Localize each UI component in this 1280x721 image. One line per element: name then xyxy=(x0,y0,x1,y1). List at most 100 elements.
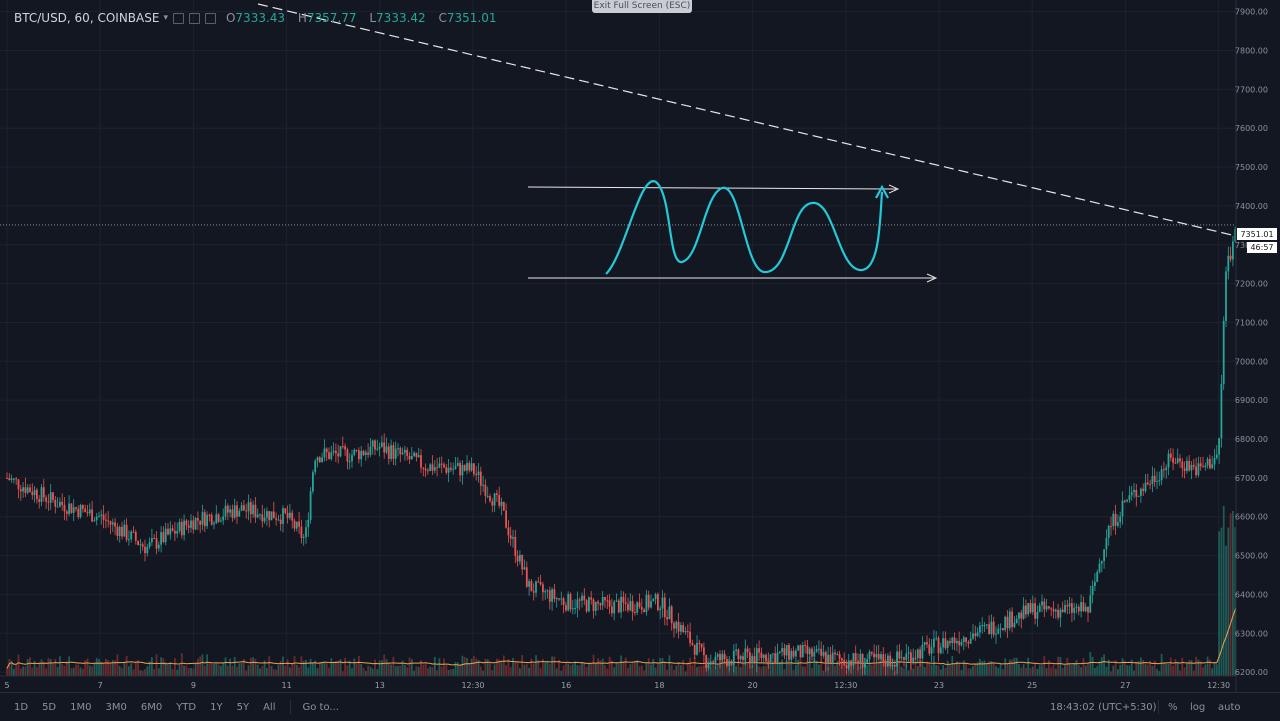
candle-body xyxy=(700,643,703,648)
x-tick-label: 27 xyxy=(1120,681,1130,690)
timeframe-1d[interactable]: 1D xyxy=(14,701,29,713)
clock[interactable]: 18:43:02 (UTC+5:30) xyxy=(1050,701,1157,713)
volume-bar xyxy=(799,656,802,676)
volume-bar xyxy=(6,668,8,676)
candle-body xyxy=(951,637,954,644)
countdown-tag-bg xyxy=(1247,242,1277,253)
eye-icon[interactable] xyxy=(172,12,184,24)
candle-body xyxy=(709,661,712,665)
percent-toggle[interactable]: % xyxy=(1168,701,1178,713)
volume-bar xyxy=(316,668,319,676)
candle-body xyxy=(684,631,687,633)
timeframe-5d[interactable]: 5D xyxy=(42,701,57,713)
volume-bar xyxy=(8,658,11,676)
volume-bar xyxy=(279,660,282,676)
candle-body xyxy=(1087,606,1089,613)
candle-body xyxy=(355,449,358,451)
candle-body xyxy=(689,631,691,644)
timeframe-1y[interactable]: 1Y xyxy=(210,701,223,713)
candle-body xyxy=(767,661,770,663)
goto-button[interactable]: Go to... xyxy=(302,701,339,713)
candle-body xyxy=(185,520,188,526)
volume-bar xyxy=(454,662,457,676)
volume-bar xyxy=(415,666,418,676)
volume-bar xyxy=(721,655,724,676)
volume-bar xyxy=(1202,667,1204,676)
candle-body xyxy=(1130,492,1133,496)
candle-body xyxy=(307,519,310,528)
candle-body xyxy=(760,652,763,658)
volume-bar xyxy=(410,659,413,676)
timeframe-all[interactable]: All xyxy=(263,701,276,713)
volume-bar xyxy=(686,662,689,676)
volume-bar xyxy=(923,667,926,676)
timeframe-1m[interactable]: 1M0 xyxy=(70,701,92,713)
candle-body xyxy=(86,512,89,514)
timeframe-6m[interactable]: 6M0 xyxy=(140,701,163,713)
volume-bar xyxy=(70,668,73,676)
y-tick-label: 7600.00 xyxy=(1235,124,1268,133)
candle-body xyxy=(891,664,894,667)
volume-bar xyxy=(666,669,668,676)
volume-bar xyxy=(341,671,344,676)
volume-bar xyxy=(1105,666,1108,676)
candle-body xyxy=(1061,609,1064,613)
volume-bar xyxy=(1094,667,1096,676)
log-toggle[interactable]: log xyxy=(1190,701,1206,713)
candle-body xyxy=(1091,585,1094,596)
resistance-arrow-line[interactable] xyxy=(527,186,897,190)
candle-body xyxy=(1100,560,1103,564)
trendline-dashed[interactable] xyxy=(257,3,1237,237)
volume-bar xyxy=(749,662,751,676)
timeframe-3m[interactable]: 3M0 xyxy=(105,701,127,713)
candle-body xyxy=(498,494,501,506)
volume-bar xyxy=(123,662,126,676)
close-icon[interactable] xyxy=(204,12,216,24)
candle-body xyxy=(397,448,399,450)
candle-body xyxy=(26,487,29,493)
volume-bar xyxy=(268,656,271,676)
candle-body xyxy=(256,514,259,518)
volume-bar xyxy=(811,667,813,676)
timeframe-ytd[interactable]: YTD xyxy=(176,701,197,713)
candle-body xyxy=(399,448,402,455)
exit-fullscreen-button[interactable]: Exit Full Screen (ESC) xyxy=(592,0,692,13)
volume-bar xyxy=(121,668,123,676)
symbol-label[interactable]: BTC/USD, 60, COINBASE xyxy=(14,11,160,25)
timeframe-5y[interactable]: 5Y xyxy=(236,701,250,713)
volume-bar xyxy=(597,658,599,676)
candle-body xyxy=(597,601,599,604)
auto-toggle[interactable]: auto xyxy=(1218,701,1241,713)
candle-body xyxy=(1027,603,1030,615)
volume-bar xyxy=(889,666,892,676)
projection-wave-curve[interactable] xyxy=(605,180,884,275)
volume-bar xyxy=(988,661,990,676)
volume-bar xyxy=(992,663,995,676)
chevron-down-icon[interactable]: ▾ xyxy=(163,13,168,23)
candle-body xyxy=(652,598,655,602)
volume-bar xyxy=(1165,663,1168,676)
candle-body xyxy=(72,507,75,513)
volume-bar xyxy=(808,656,811,676)
volume-bar xyxy=(249,657,252,676)
volume-bar xyxy=(1183,667,1186,676)
volume-bar xyxy=(689,657,691,676)
drawings[interactable] xyxy=(257,3,1237,283)
settings-icon[interactable] xyxy=(188,12,200,24)
volume-bar xyxy=(105,658,107,676)
candle-body xyxy=(422,467,425,469)
candle-body xyxy=(468,463,471,471)
price-axis-background xyxy=(1236,0,1280,692)
volume-bar xyxy=(1163,662,1165,676)
candle-body xyxy=(63,504,66,512)
candle-body xyxy=(590,597,593,600)
volume-bar xyxy=(19,668,22,676)
candle-body xyxy=(1075,606,1078,608)
volume-bar xyxy=(1232,510,1234,676)
price-axis[interactable]: 6200.00 6300.00 6400.00 6500.00 6600.00 6700.… xyxy=(1235,0,1280,692)
candle-body xyxy=(215,514,218,524)
candle-body xyxy=(693,644,696,655)
candle-body xyxy=(519,554,521,562)
